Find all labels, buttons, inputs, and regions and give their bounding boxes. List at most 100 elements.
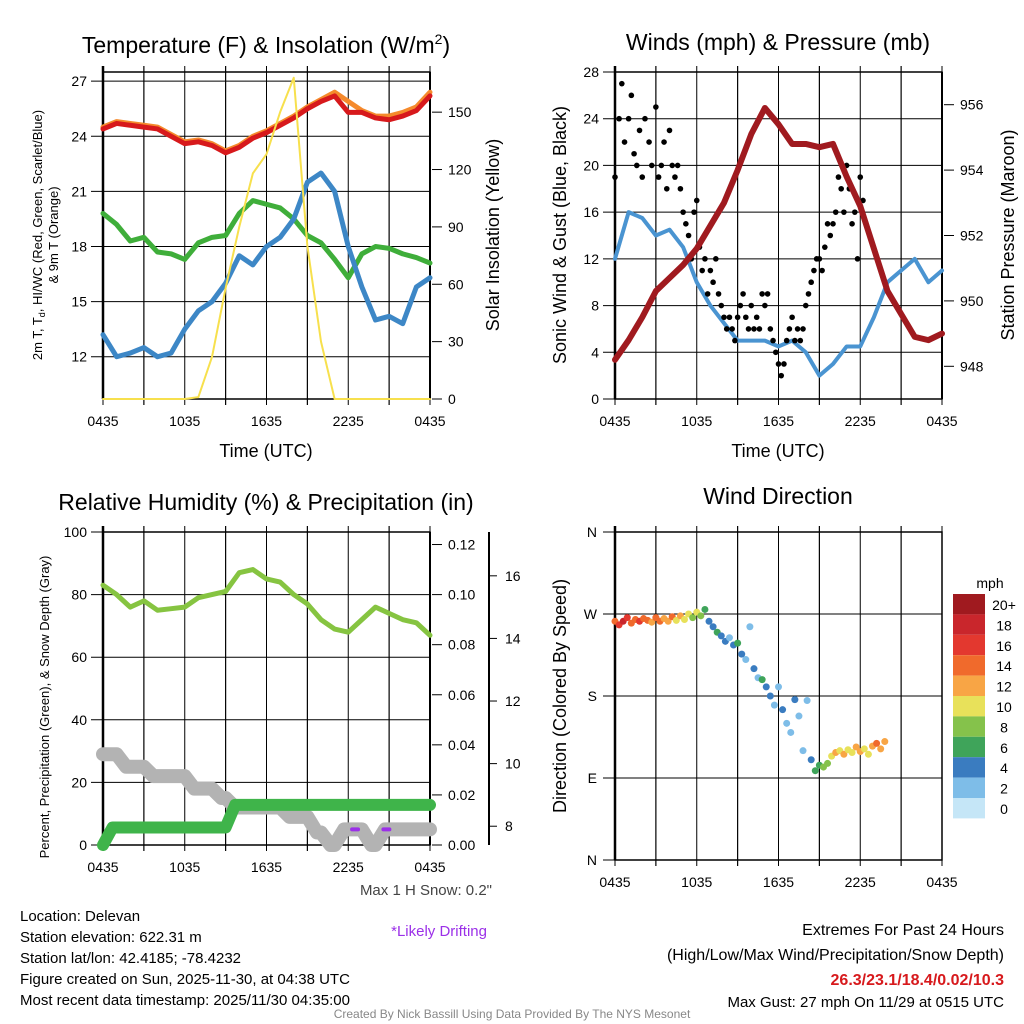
x-tick-label: 1035 xyxy=(681,874,712,890)
pressure-tick-label: 954 xyxy=(960,162,984,178)
wind-direction-point xyxy=(623,614,631,622)
pressure-ylabel: Station Pressure (Maroon) xyxy=(998,129,1018,340)
solar-tick-label: 90 xyxy=(448,219,464,235)
gust-point xyxy=(723,326,730,332)
series-solar xyxy=(102,76,431,400)
gust-point xyxy=(732,337,738,344)
temperature-ylabel: 2m T, Td, HI/WC (Red, Green, Scarlet/Blu… xyxy=(30,110,47,360)
colorbar-label: 2 xyxy=(1000,781,1008,797)
gust-point xyxy=(783,337,790,344)
wind-direction-point xyxy=(783,719,791,727)
gust-point xyxy=(781,361,787,367)
gust-point xyxy=(672,174,678,180)
wind-direction-point xyxy=(709,623,717,631)
max-snow-text: Max 1 H Snow: 0.2" xyxy=(359,882,492,899)
x-tick-label: 2235 xyxy=(333,413,364,429)
wind-direction-point xyxy=(717,632,725,640)
colorbar-swatch xyxy=(953,716,985,737)
gust-point xyxy=(677,185,684,192)
wind-direction-point xyxy=(795,712,803,720)
gust-point xyxy=(648,162,655,169)
gust-point xyxy=(816,256,823,262)
gust-point xyxy=(748,302,755,309)
gust-point xyxy=(838,185,844,192)
wind-direction-point xyxy=(779,706,787,714)
elevation-text: Station elevation: 622.31 m xyxy=(20,929,202,946)
gust-point xyxy=(767,326,774,332)
colorbar-swatch xyxy=(953,736,985,758)
gust-point xyxy=(786,326,793,332)
wind-direction-point xyxy=(705,617,713,625)
y-tick-label: 80 xyxy=(71,587,87,603)
precip-tick-label: 0.08 xyxy=(448,637,475,653)
series-relative-humidity xyxy=(100,567,433,638)
wind-direction-point xyxy=(860,745,868,753)
gust-point xyxy=(762,302,768,309)
snow-tick-label: 10 xyxy=(505,756,521,772)
extremes-block: Extremes For Past 24 Hours (High/Low/Max… xyxy=(667,918,1004,1013)
gust-point xyxy=(740,291,746,297)
gust-point xyxy=(819,267,825,274)
x-tick-label: 1035 xyxy=(169,413,200,429)
gust-point xyxy=(628,92,635,99)
gust-point xyxy=(661,139,667,145)
colorbar-label: 0 xyxy=(1000,801,1008,817)
wind-direction-point xyxy=(742,656,750,664)
gust-point xyxy=(800,326,806,332)
gust-point xyxy=(759,291,765,297)
snow-tick-label: 12 xyxy=(505,693,521,709)
y-tick-label: 16 xyxy=(583,204,599,220)
x-tick-label: 0435 xyxy=(414,413,445,429)
x-tick-label: 2235 xyxy=(333,859,364,875)
gust-point xyxy=(702,256,708,262)
series-station-pressure xyxy=(612,104,945,363)
y-tick-label: 18 xyxy=(71,239,87,255)
gust-point xyxy=(634,162,640,169)
y-tick-label: 20 xyxy=(71,774,87,790)
recent-timestamp-text: Most recent data timestamp: 2025/11/30 0… xyxy=(20,992,350,1009)
snow-tick-label: 14 xyxy=(505,630,521,646)
gust-point xyxy=(718,302,725,309)
gust-point xyxy=(824,221,831,227)
wind-direction-point xyxy=(877,745,885,753)
wind-direction-ylabel: Direction (Colored By Speed) xyxy=(550,579,570,813)
gust-point xyxy=(743,314,749,321)
gust-point xyxy=(621,139,628,145)
latlon-text: Station lat/lon: 42.4185; -78.4232 xyxy=(20,950,242,967)
x-tick-label: 0435 xyxy=(87,859,118,875)
precip-tick-label: 0.02 xyxy=(448,787,475,803)
snow-tick-label: 8 xyxy=(505,818,513,834)
y-tick-label: W xyxy=(584,606,598,622)
y-tick-label: 8 xyxy=(591,298,599,314)
wind-direction-point xyxy=(725,634,733,642)
chart-marks: 0435 1035 1635 2235 043512151821242703060901… xyxy=(64,64,1016,890)
humidity-panel: Relative Humidity (%) & Precipitation (i… xyxy=(37,489,474,858)
colorbar-swatch xyxy=(953,757,985,778)
solar-tick-label: 120 xyxy=(448,162,472,178)
colorbar-title: mph xyxy=(976,575,1003,591)
gust-point xyxy=(841,209,847,215)
gust-point xyxy=(811,267,817,274)
gust-point xyxy=(612,174,618,180)
wind-direction-panel: Wind Direction Direction (Colored By Spe… xyxy=(550,483,1004,813)
gust-point xyxy=(753,314,760,321)
wind-direction-point xyxy=(881,738,889,746)
station-info: Location: Delevan Station elevation: 622… xyxy=(20,906,350,1011)
pressure-tick-label: 948 xyxy=(960,358,984,374)
colorbar-label: 4 xyxy=(1000,760,1008,776)
y-tick-label: S xyxy=(588,688,597,704)
gust-point xyxy=(691,209,697,215)
gust-point xyxy=(852,209,858,215)
wind-direction-point xyxy=(775,683,782,691)
colorbar-label: 10 xyxy=(996,699,1012,715)
y-tick-label: 12 xyxy=(583,251,599,267)
gust-point xyxy=(756,326,763,332)
precip-tick-label: 0.00 xyxy=(448,837,475,853)
gust-point xyxy=(729,326,735,332)
y-tick-label: E xyxy=(588,770,597,786)
gust-point xyxy=(822,244,828,250)
y-tick-label: 0 xyxy=(79,837,87,853)
y-tick-label: 20 xyxy=(583,157,599,173)
colorbar-label: 12 xyxy=(996,679,1012,695)
y-tick-label: 100 xyxy=(64,524,88,540)
